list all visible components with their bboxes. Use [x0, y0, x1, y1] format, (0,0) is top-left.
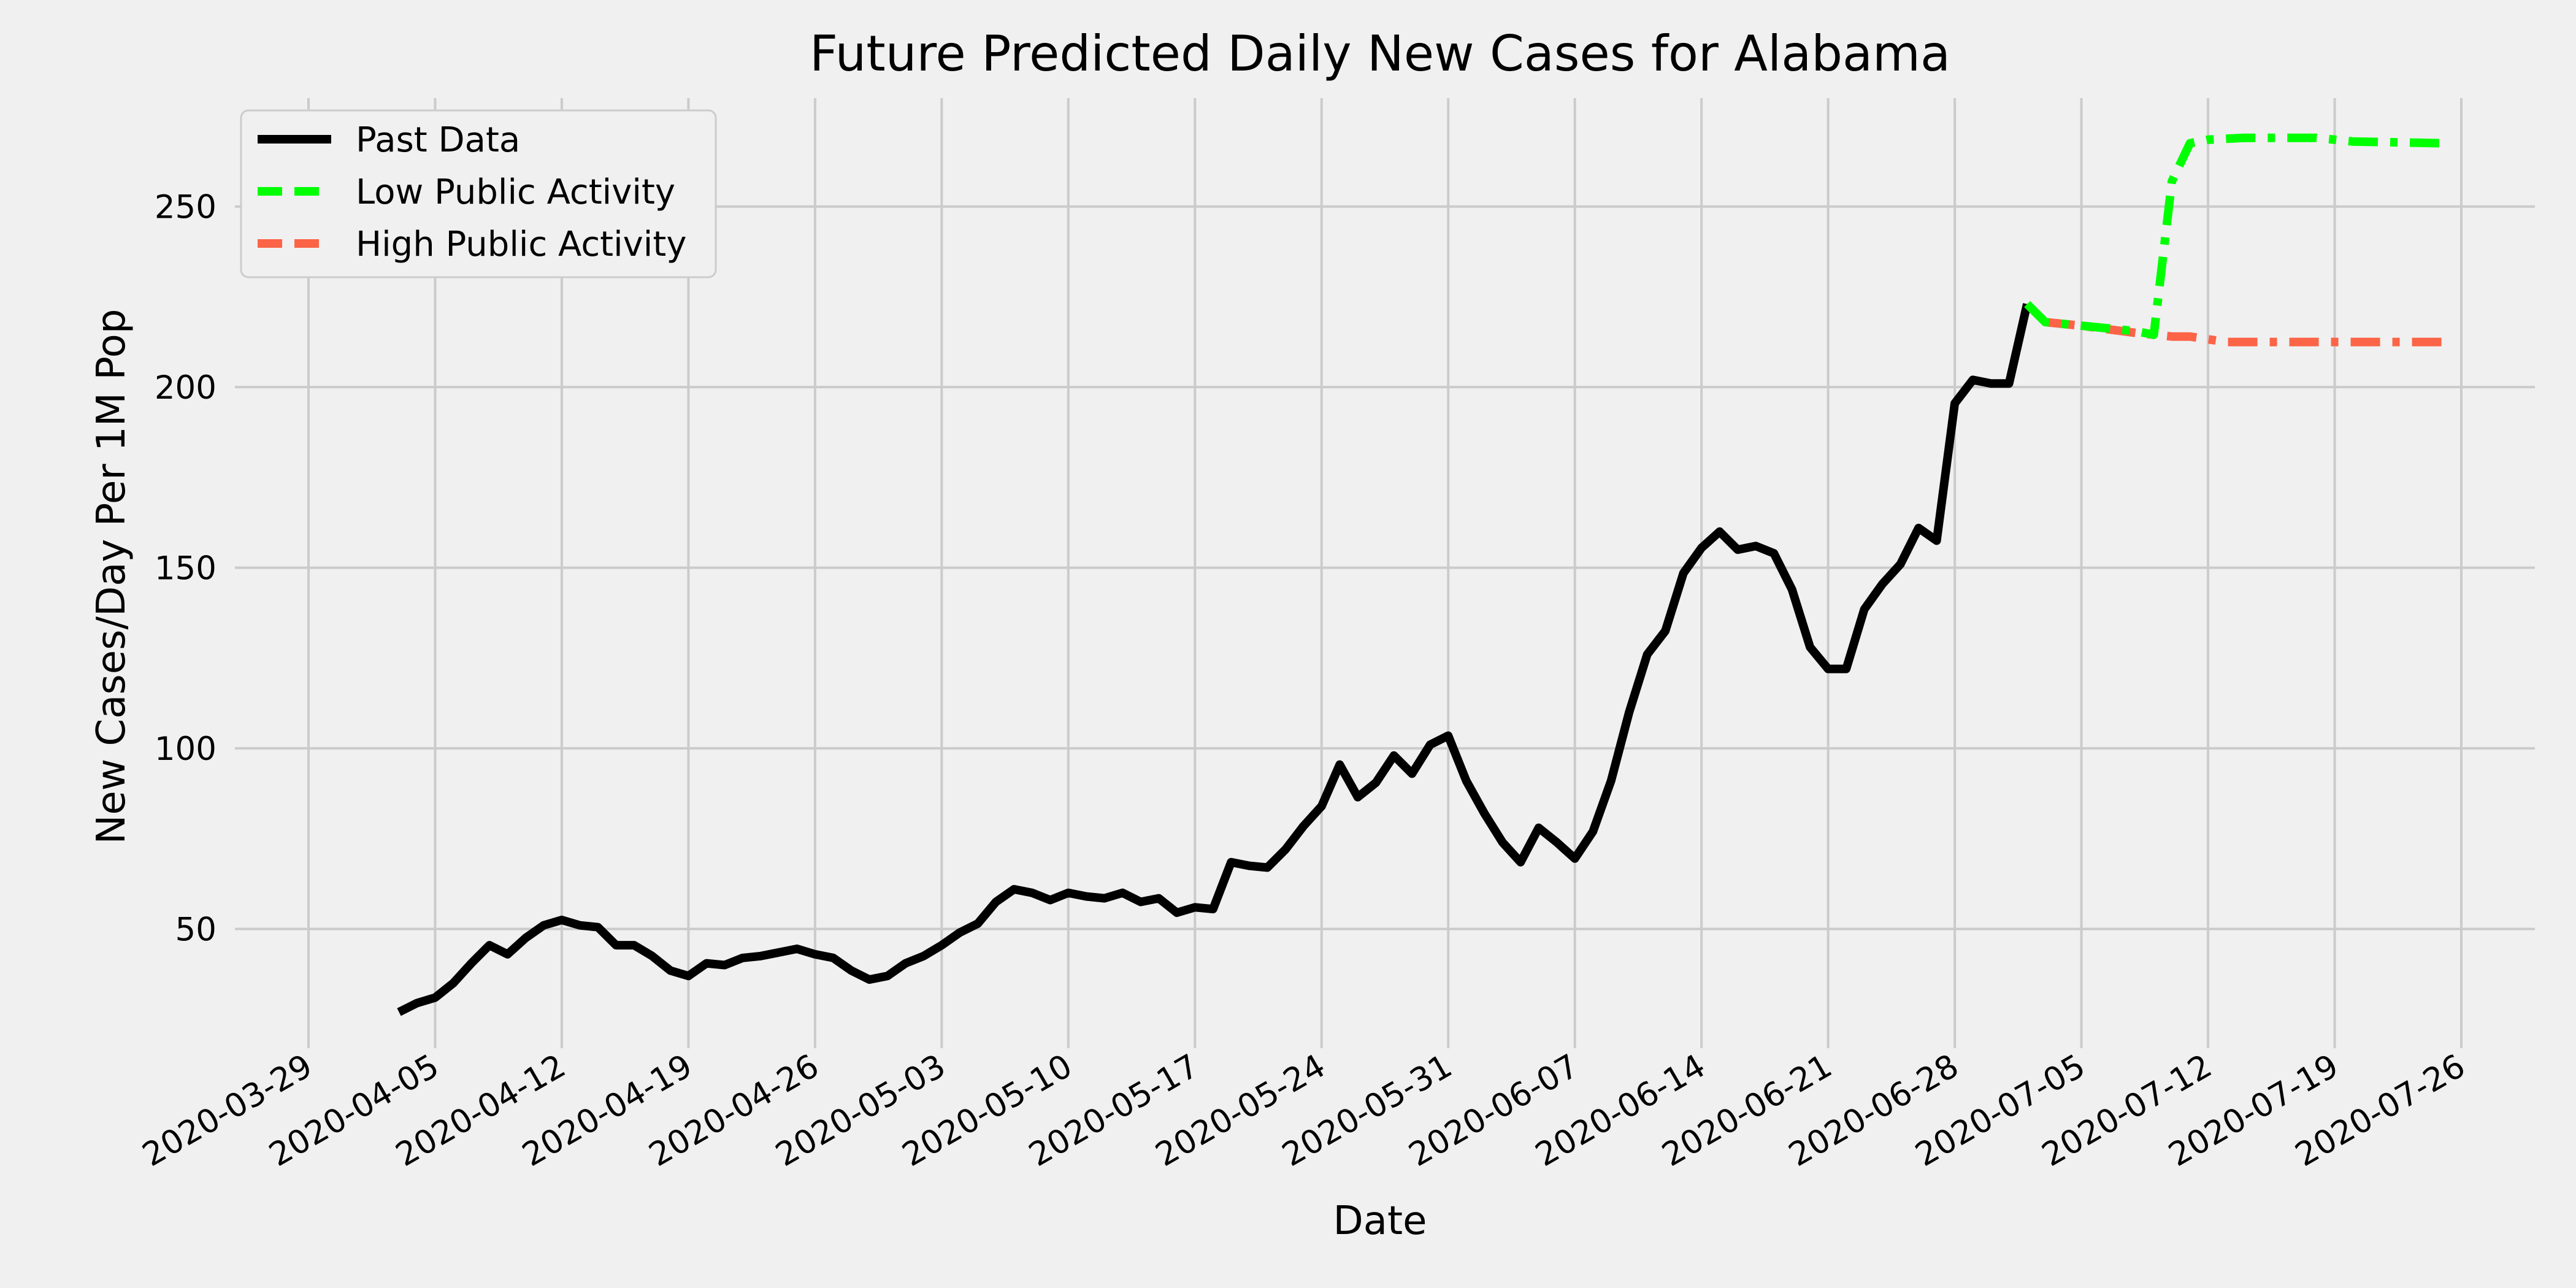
series-line-2 [2044, 318, 2444, 347]
series-layer [397, 133, 2444, 1016]
legend-label: High Public Activity [356, 224, 686, 264]
series-line-0 [397, 303, 2031, 1016]
y-axis-label: New Cases/Day Per 1M Pop [89, 309, 134, 845]
y-axis-ticks: 50 100 150 200 250 [155, 189, 217, 949]
legend-label: Low Public Activity [356, 172, 675, 212]
y-tick-label: 200 [155, 369, 217, 407]
y-tick-label: 100 [155, 730, 217, 768]
legend-box [240, 109, 717, 278]
y-tick-label: 250 [155, 189, 217, 226]
series-line-1 [2024, 133, 2444, 339]
x-axis-label: Date [1333, 1198, 1427, 1244]
y-tick-label: 50 [175, 911, 217, 949]
chart-title: Future Predicted Daily New Cases for Ala… [810, 25, 1950, 82]
y-tick-label: 150 [155, 550, 217, 588]
legend-label: Past Data [356, 120, 520, 160]
legend: Past Data Low Public Activity High Public … [240, 109, 717, 278]
